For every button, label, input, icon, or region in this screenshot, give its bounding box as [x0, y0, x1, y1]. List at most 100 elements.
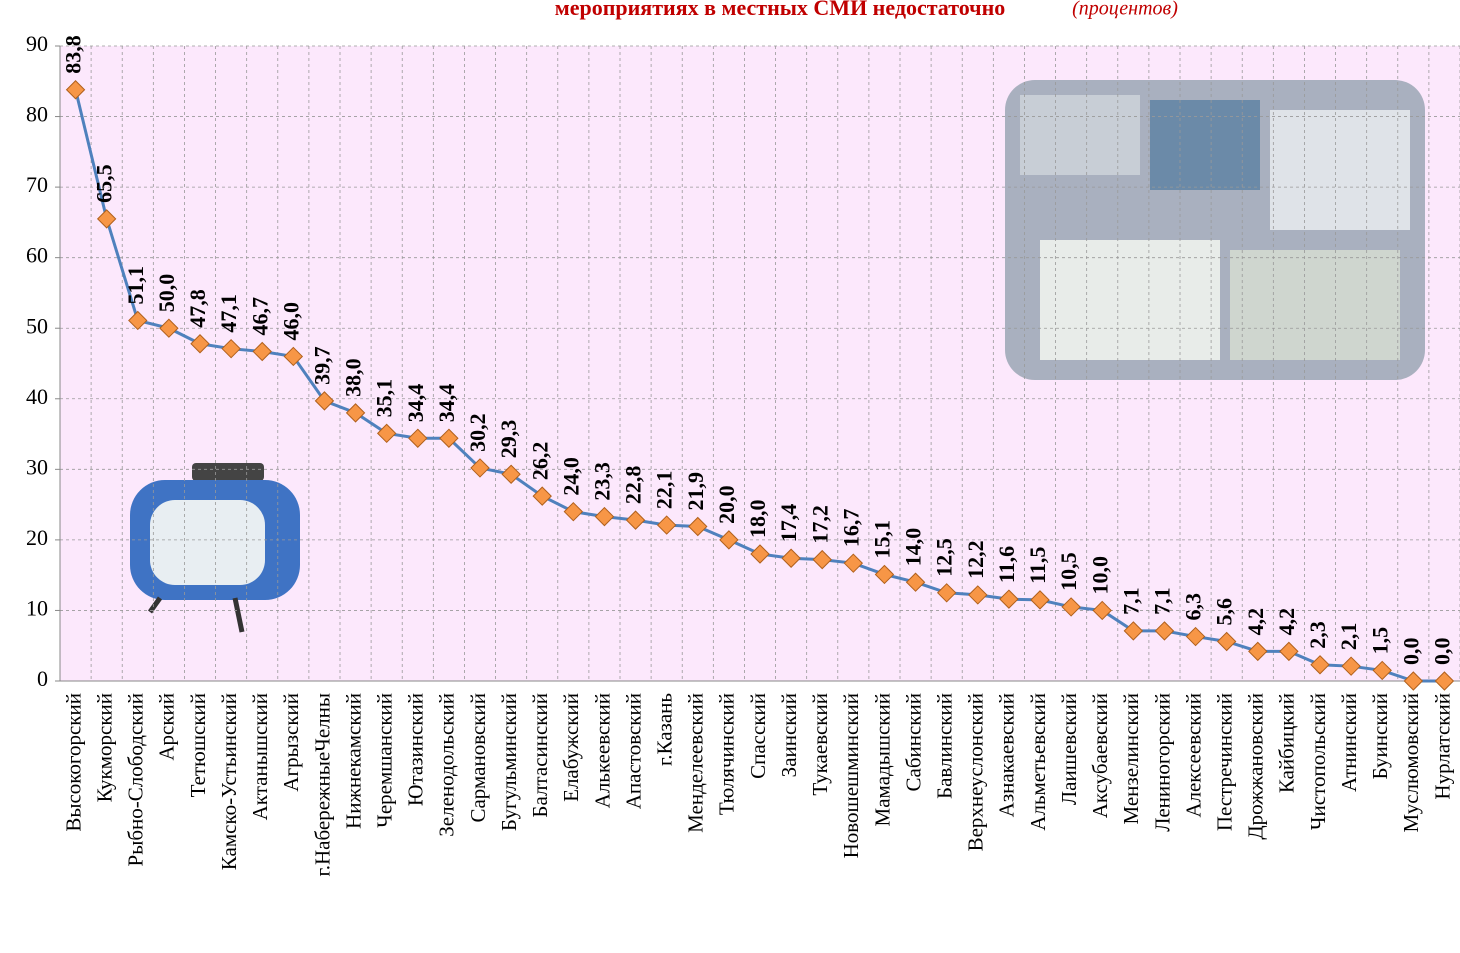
- data-marker: [1030, 590, 1050, 610]
- data-label: 6,3: [1181, 593, 1206, 621]
- y-tick-label: 0: [37, 666, 48, 691]
- data-label: 0,0: [1398, 638, 1423, 666]
- data-label: 2,1: [1336, 623, 1361, 651]
- x-tick-label: Алексеевский: [1181, 693, 1205, 818]
- data-label: 26,2: [527, 442, 552, 481]
- x-tick-label: Камско-Устьинский: [217, 693, 241, 870]
- x-tick-label: Черемшанский: [372, 693, 396, 828]
- data-label: 10,0: [1087, 556, 1112, 595]
- y-tick-label: 70: [26, 172, 48, 197]
- data-label: 34,4: [434, 384, 459, 423]
- data-label: 21,9: [683, 472, 708, 511]
- chart-title: мероприятиях в местных СМИ недостаточно: [555, 0, 1006, 20]
- x-tick-label: Тетюшский: [186, 693, 210, 797]
- data-label: 14,0: [901, 528, 926, 567]
- data-label: 17,2: [807, 505, 832, 544]
- x-tick-label: Азнакаевский: [995, 693, 1019, 817]
- data-label: 17,4: [776, 504, 801, 543]
- data-marker: [750, 544, 770, 564]
- x-tick-label: г.Казань: [652, 693, 676, 766]
- data-label: 47,8: [185, 289, 210, 328]
- data-marker: [345, 403, 366, 423]
- data-marker: [688, 516, 708, 537]
- data-label: 18,0: [745, 500, 770, 539]
- data-label: 15,1: [869, 520, 894, 559]
- data-marker: [376, 423, 397, 444]
- x-tick-label: Рыбно-Слободский: [124, 693, 148, 866]
- y-tick-label: 80: [26, 102, 48, 127]
- data-label: 47,1: [216, 294, 241, 333]
- y-tick-label: 10: [26, 595, 48, 620]
- data-marker: [532, 486, 552, 506]
- data-marker: [812, 549, 832, 570]
- data-marker: [159, 318, 179, 338]
- x-tick-label: Заинский: [777, 693, 801, 777]
- data-marker: [470, 458, 490, 478]
- data-marker: [252, 341, 272, 362]
- x-tick-label: Новошешминский: [839, 693, 863, 858]
- x-tick-label: Чистопольский: [1306, 693, 1330, 830]
- data-label: 65,5: [92, 164, 117, 203]
- x-tick-label: Апастовский: [621, 693, 645, 809]
- data-marker: [1279, 641, 1299, 662]
- data-marker: [501, 464, 521, 484]
- x-tick-label: Елабужский: [559, 693, 583, 802]
- x-tick-label: Верхнеуслонский: [964, 693, 988, 851]
- data-marker: [781, 548, 801, 568]
- tv-image: [130, 463, 300, 633]
- x-tick-label: Ютазинский: [404, 693, 428, 806]
- data-marker: [936, 583, 957, 603]
- data-marker: [968, 585, 988, 605]
- data-marker: [999, 589, 1019, 609]
- data-marker: [1123, 621, 1144, 641]
- data-marker: [128, 310, 148, 331]
- x-tick-label: Нижнекамский: [341, 693, 365, 829]
- x-tick-label: Кайбицкий: [1275, 693, 1299, 793]
- data-label: 2,3: [1305, 621, 1330, 649]
- x-tick-label: Атнинский: [1337, 693, 1361, 792]
- data-marker: [1341, 656, 1361, 676]
- x-tick-label: Буинский: [1368, 693, 1392, 780]
- x-tick-label: Зеленодольский: [435, 693, 459, 837]
- x-tick-label: Менделеевский: [684, 693, 708, 833]
- data-marker: [656, 515, 677, 535]
- data-marker: [905, 572, 926, 592]
- data-label: 51,1: [123, 266, 148, 305]
- data-marker: [1216, 631, 1237, 652]
- data-label: 7,1: [1118, 587, 1143, 615]
- data-label: 20,0: [714, 485, 739, 524]
- data-label: 12,5: [932, 538, 957, 577]
- data-label: 29,3: [496, 420, 521, 459]
- x-tick-label: Агрызский: [279, 693, 303, 792]
- data-marker: [96, 209, 117, 229]
- data-label: 46,7: [247, 297, 272, 336]
- x-tick-label: Мамадышский: [870, 693, 894, 826]
- data-marker: [1310, 655, 1330, 675]
- x-tick-label: Мензелинский: [1119, 693, 1143, 825]
- data-marker: [1372, 660, 1392, 681]
- data-marker: [1154, 621, 1175, 641]
- data-label: 5,6: [1212, 598, 1237, 626]
- data-label: 1,5: [1367, 627, 1392, 655]
- data-marker: [1061, 597, 1081, 617]
- data-marker: [719, 530, 739, 550]
- data-label: 0,0: [1429, 638, 1454, 666]
- data-marker: [1403, 671, 1424, 691]
- x-tick-label: Лениногорский: [1150, 693, 1174, 832]
- y-tick-label: 20: [26, 525, 48, 550]
- data-marker: [1185, 626, 1206, 647]
- data-label: 7,1: [1149, 587, 1174, 615]
- chart-subtitle: (процентов): [1072, 0, 1178, 20]
- data-label: 12,2: [963, 540, 988, 579]
- data-marker: [1434, 671, 1455, 691]
- data-label: 83,8: [61, 35, 86, 74]
- x-tick-label: Актанышский: [248, 693, 272, 820]
- x-tick-label: Сармановский: [466, 693, 490, 823]
- y-tick-label: 40: [26, 384, 48, 409]
- x-tick-label: Спасский: [746, 693, 770, 779]
- data-label: 35,1: [372, 379, 397, 418]
- x-tick-label: Тюлячинский: [715, 693, 739, 815]
- data-label: 23,3: [589, 462, 614, 501]
- x-tick-label: Бавлинский: [932, 693, 956, 799]
